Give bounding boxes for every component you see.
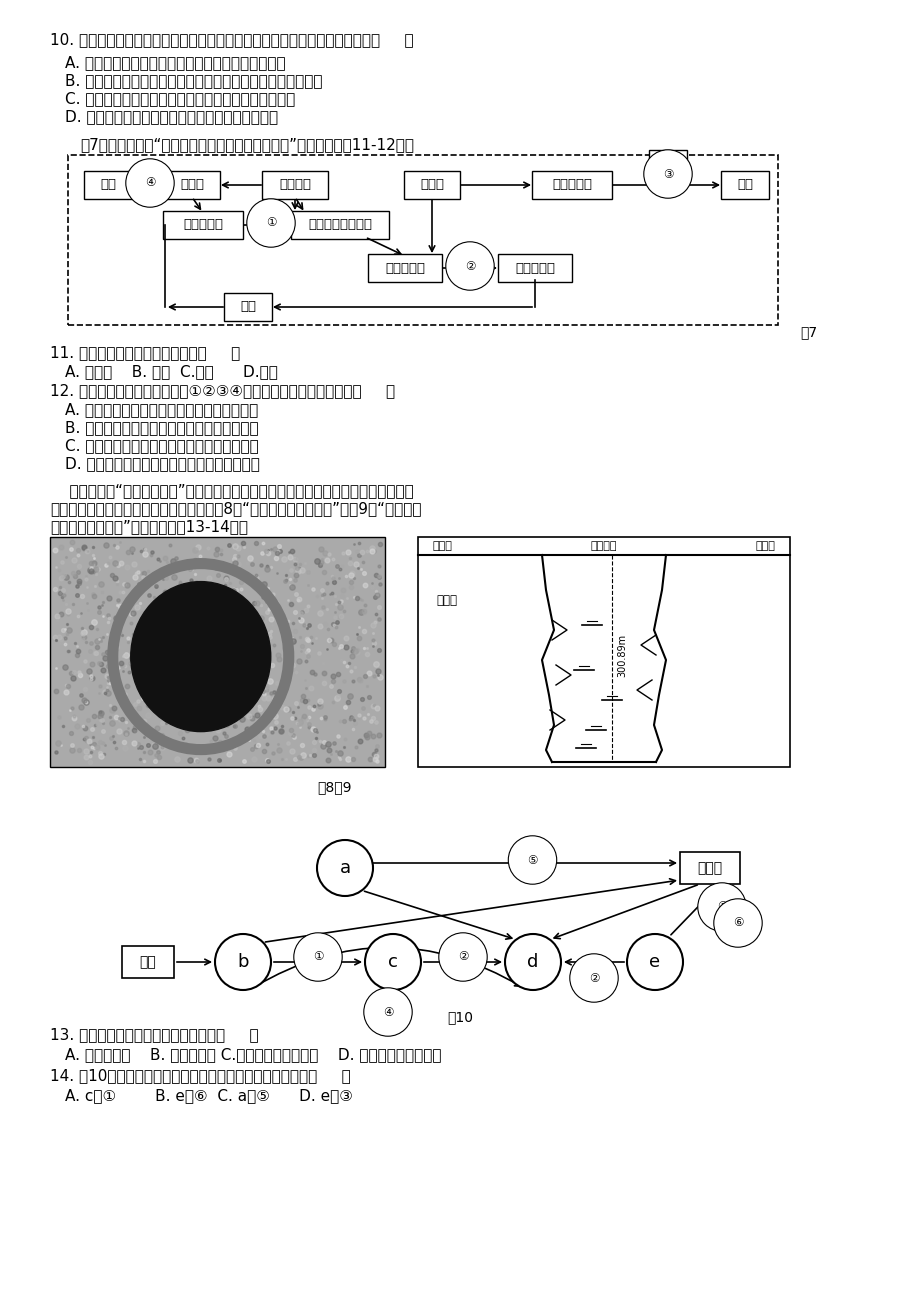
Text: A. 劳动力    B. 市场  C.原料      D.科技: A. 劳动力 B. 市场 C.原料 D.科技 xyxy=(65,365,278,379)
Text: d: d xyxy=(527,953,539,971)
Text: A. c、①        B. e、⑥  C. a、⑤      D. e、③: A. c、① B. e、⑥ C. a、⑤ D. e、③ xyxy=(65,1088,353,1103)
Text: 10. 从地理环境整体性的角度分析，下列现象与青藏高原地理环境不相符的是（     ）: 10. 从地理环境整体性的角度分析，下列现象与青藏高原地理环境不相符的是（ ） xyxy=(50,33,414,47)
Text: 的垂直剖面示意图”。读图，回畇13-14题。: 的垂直剖面示意图”。读图，回畇13-14题。 xyxy=(50,519,248,534)
Text: 12. 若图中箭头代表货物运输，①②③④较为适用的运输方式分别是（     ）: 12. 若图中箭头代表货物运输，①②③④较为适用的运输方式分别是（ ） xyxy=(50,383,394,398)
Ellipse shape xyxy=(130,582,270,732)
Text: 图10: 图10 xyxy=(447,1010,472,1023)
Text: A. 地壳隆升，海拔不断升高，气候逐渐变得寒冷干燥: A. 地壳隆升，海拔不断升高，气候逐渐变得寒冷干燥 xyxy=(65,55,285,70)
Text: 地幔: 地幔 xyxy=(140,954,156,969)
FancyBboxPatch shape xyxy=(164,171,220,199)
Text: 酒心糖果厂: 酒心糖果厂 xyxy=(551,178,591,191)
Text: 甲: 甲 xyxy=(664,155,672,169)
Text: ③: ③ xyxy=(662,168,673,181)
Bar xyxy=(679,852,739,884)
Bar xyxy=(122,947,174,978)
Text: ①: ① xyxy=(266,216,276,229)
Text: 海平面: 海平面 xyxy=(754,542,774,551)
Text: 葡萄种植园: 葡萄种植园 xyxy=(183,219,222,232)
Bar xyxy=(68,155,777,326)
Circle shape xyxy=(365,934,421,990)
Text: 西沙群岛的“三沙永乐龙洞”是世界已知最深的海洋蓝洞。据考证，蓝洞形成于海平面: 西沙群岛的“三沙永乐龙洞”是世界已知最深的海洋蓝洞。据考证，蓝洞形成于海平面 xyxy=(50,483,414,497)
Text: 石灰岩: 石灰岩 xyxy=(436,594,457,607)
Text: 废水处理厂: 废水处理厂 xyxy=(384,262,425,275)
Text: 沼气池: 沼气池 xyxy=(180,178,204,191)
Text: a: a xyxy=(339,859,350,878)
Text: 海平面: 海平面 xyxy=(433,542,452,551)
Text: D. 土壤贫睢，多冻土，土层深厚，生物多样性减少: D. 土壤贫睢，多冻土，土层深厚，生物多样性减少 xyxy=(65,109,278,124)
Text: ②: ② xyxy=(458,950,468,963)
FancyBboxPatch shape xyxy=(368,254,441,283)
Circle shape xyxy=(317,840,372,896)
Text: 水产养殖场: 水产养殖场 xyxy=(515,262,554,275)
Text: c: c xyxy=(388,953,398,971)
FancyBboxPatch shape xyxy=(720,171,768,199)
Text: ⑥: ⑥ xyxy=(732,917,743,930)
Bar xyxy=(50,536,384,767)
Text: 沉积物: 沉积物 xyxy=(697,861,721,875)
Bar xyxy=(417,536,789,767)
Circle shape xyxy=(505,934,561,990)
Text: ②: ② xyxy=(588,971,598,984)
Text: 图7中虚线框内是“某区域循环经济产业模式示意图”。读图，回畇11-12题。: 图7中虚线框内是“某区域循环经济产业模式示意图”。读图，回畇11-12题。 xyxy=(80,137,414,152)
FancyBboxPatch shape xyxy=(223,293,272,322)
Text: 13. 蓝洞形成后期，下列说法正确的是（     ）: 13. 蓝洞形成后期，下列说法正确的是（ ） xyxy=(50,1027,258,1042)
Text: 永乐龙洞: 永乐龙洞 xyxy=(590,542,617,551)
Text: D. 内河航运、鐵路运输、公路运输、公路运输: D. 内河航运、鐵路运输、公路运输、公路运输 xyxy=(65,456,259,471)
Text: A. 鐵路运输、公路运输、公路运输、管道运输: A. 鐵路运输、公路运输、公路运输、管道运输 xyxy=(65,402,258,417)
Text: b: b xyxy=(237,953,248,971)
Text: ⑤: ⑤ xyxy=(527,854,538,867)
Text: 11. 甲产业合理布局的主导因素是（     ）: 11. 甲产业合理布局的主导因素是（ ） xyxy=(50,345,240,359)
Text: 市场: 市场 xyxy=(736,178,752,191)
FancyBboxPatch shape xyxy=(84,171,131,199)
Text: 图8图9: 图8图9 xyxy=(317,780,352,794)
Text: 图7: 图7 xyxy=(800,326,816,339)
FancyBboxPatch shape xyxy=(531,171,611,199)
Text: C. 公路运输、管道运输、鐵路运输、管道运输: C. 公路运输、管道运输、鐵路运输、管道运输 xyxy=(65,437,258,453)
Text: 废渣残物: 废渣残物 xyxy=(278,178,311,191)
Text: B. 公路运输、管道运输、内河航运、公路运输: B. 公路运输、管道运输、内河航运、公路运输 xyxy=(65,421,258,435)
FancyBboxPatch shape xyxy=(497,254,572,283)
Circle shape xyxy=(215,934,271,990)
Text: ③: ③ xyxy=(716,901,726,914)
Text: 较低的冰川时期，后期由海水涌入形成。图8为“三沙永乐龙洞景观图”，图9为“永乐龙洞: 较低的冰川时期，后期由海水涌入形成。图8为“三沙永乐龙洞景观图”，图9为“永乐龙… xyxy=(50,501,421,516)
Text: 塘泥: 塘泥 xyxy=(240,301,255,314)
Text: e: e xyxy=(649,953,660,971)
Text: 发酵、压榨、过滤: 发酵、压榨、过滤 xyxy=(308,219,371,232)
Text: ①: ① xyxy=(312,950,323,963)
Text: 14. 图10中表示构成蓝洞岩石类型及形成蓝洞地质过程的是（     ）: 14. 图10中表示构成蓝洞岩石类型及形成蓝洞地质过程的是（ ） xyxy=(50,1068,350,1083)
Text: 300.89m: 300.89m xyxy=(617,634,627,677)
Text: ④: ④ xyxy=(382,1005,392,1018)
Text: B. 高山终年积雪，冰川广布，丰富的冰雪融水为河流提供水源: B. 高山终年积雪，冰川广布，丰富的冰雪融水为河流提供水源 xyxy=(65,73,323,89)
Text: ④: ④ xyxy=(144,177,155,190)
Text: A. 海岸线变长    B. 三角洲扩大 C.阵尔卑斯山雪线升高    D. 粮食增产的概率降低: A. 海岸线变长 B. 三角洲扩大 C.阵尔卑斯山雪线升高 D. 粮食增产的概率… xyxy=(65,1047,441,1062)
Text: C. 植被为高山草甸草原，动物以能抗御寒冷的牽牛为主: C. 植被为高山草甸草原，动物以能抗御寒冷的牽牛为主 xyxy=(65,91,295,105)
Text: 农户: 农户 xyxy=(100,178,116,191)
FancyBboxPatch shape xyxy=(290,211,389,240)
FancyBboxPatch shape xyxy=(648,150,686,174)
FancyBboxPatch shape xyxy=(403,171,460,199)
FancyBboxPatch shape xyxy=(163,211,243,240)
FancyBboxPatch shape xyxy=(262,171,328,199)
Circle shape xyxy=(627,934,682,990)
Text: 红酒厂: 红酒厂 xyxy=(420,178,444,191)
Text: ②: ② xyxy=(464,259,475,272)
